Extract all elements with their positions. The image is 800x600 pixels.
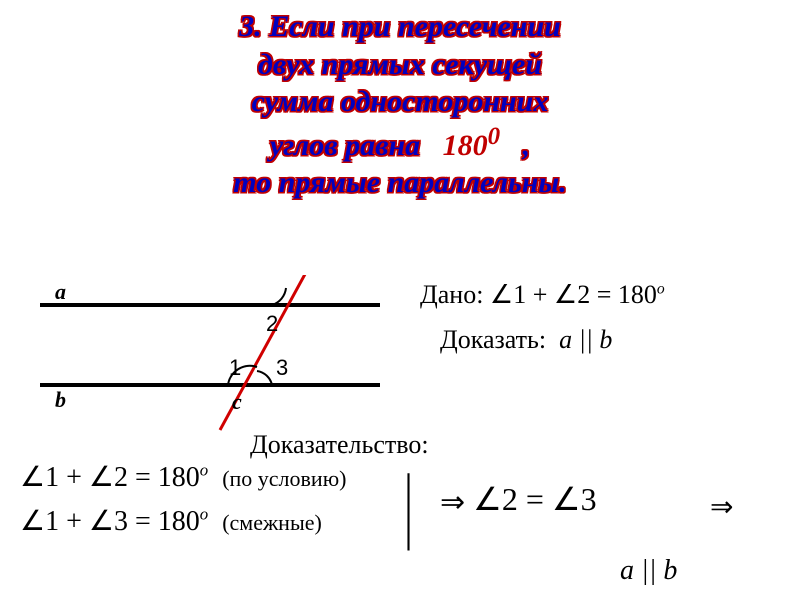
proof-conclusion: ⇒ ∠2 = ∠3 [440,480,597,520]
prove-expr: a || b [559,325,612,354]
title-line-2: двух прямых секущей [0,46,800,84]
label-angle-2: 2 [266,311,278,336]
arc-angle-3 [257,371,272,385]
label-angle-1: 1 [229,355,241,380]
title-line-5: то прямые параллельны. [0,164,800,202]
arrow-icon: ⇒ [440,486,465,519]
given-expr: ∠1 + ∠2 = 180o [490,280,665,309]
title-line-1: 3. Если при пересечении [0,8,800,46]
label-a: a [55,279,66,304]
arrow-icon-2: ⇒ [710,490,733,523]
angle-value: 1800 [443,129,501,162]
label-c: c [232,389,242,414]
proof-result: a || b [620,555,677,587]
prove-block: Доказать: a || b [440,325,612,355]
label-b: b [55,387,66,412]
geometry-diagram: a b c 2 1 3 [20,275,390,435]
title-line-4: углов равна 1800 , [0,121,800,165]
arc-angle-2 [272,288,286,305]
proof-body: ∠1 + ∠2 = 180o (по условию) ∠1 + ∠3 = 18… [20,460,346,548]
proof-eq-2: ∠1 + ∠3 = 180o (смежные) [20,504,346,538]
proof-label: Доказательство: [250,430,429,460]
title-line-3: сумма односторонних [0,83,800,121]
given-block: Дано: ∠1 + ∠2 = 180o [420,280,665,310]
theorem-title: 3. Если при пересечении двух прямых секу… [0,0,800,202]
proof-eq-1: ∠1 + ∠2 = 180o (по условию) [20,460,346,494]
label-angle-3: 3 [276,355,288,380]
brace-icon: | [404,455,413,553]
